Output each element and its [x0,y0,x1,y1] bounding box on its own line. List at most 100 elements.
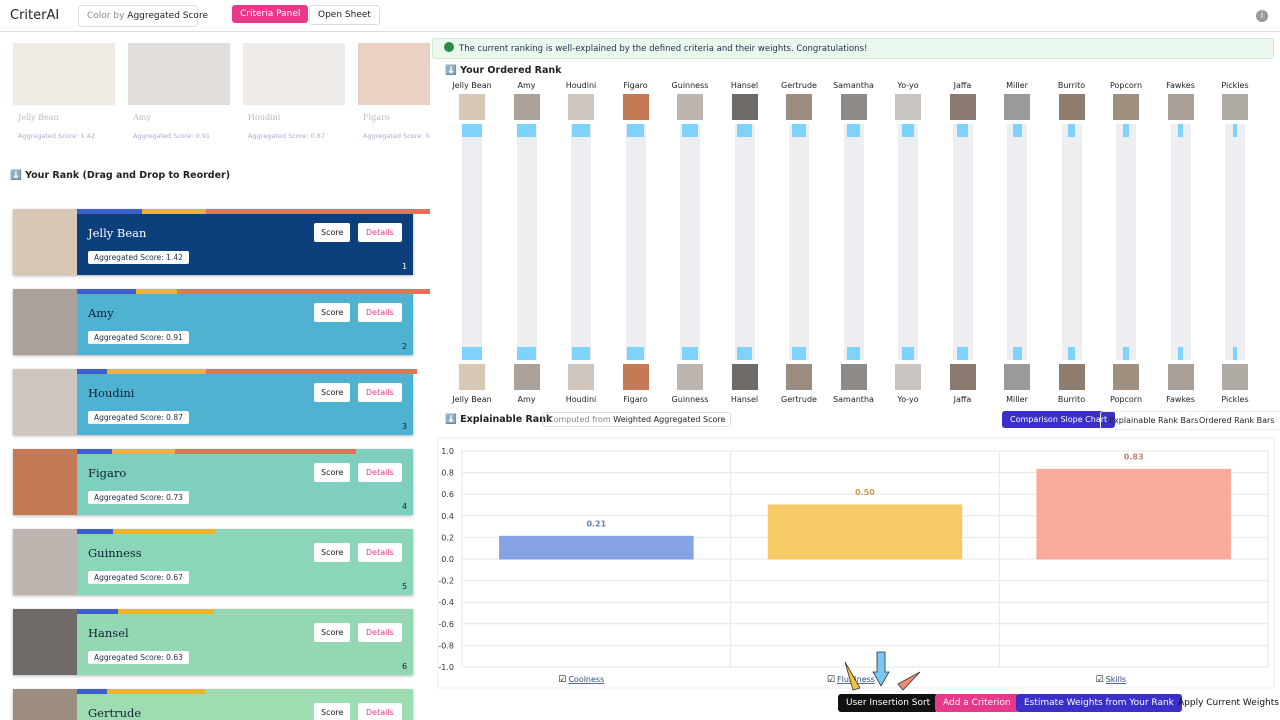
thumbnail [128,43,230,105]
thumbnail [840,364,867,390]
button[interactable]: Score [314,383,351,402]
rank-name: Pickles [1221,81,1249,90]
bar [1036,468,1231,560]
rank-marker [957,347,968,360]
gallery: Jelly Bean Aggregated Score: 1.42 Amy Aggre… [0,33,430,148]
rank-name: Amy [517,395,536,404]
legend-check[interactable]: ☑ [1096,675,1104,685]
track [625,124,646,360]
rank-name: Fawkes [1166,81,1195,90]
button[interactable]: Apply Current Weights [1178,698,1279,708]
rank-name: Burrito [1057,395,1086,404]
criteria-segment [77,369,107,374]
thumbnail [1004,364,1030,390]
thumbnail [358,43,430,105]
button[interactable]: Details [358,463,402,482]
rank-name: Miller [1006,81,1028,90]
thumbnail [459,94,485,120]
value: Weighted Aggregated Score [613,415,726,424]
rank-name: Houdini [565,81,597,90]
rank-name: Jelly Bean [452,81,492,90]
rank-marker [1067,124,1076,137]
rank-name: Miller [1006,395,1028,404]
y-tick-label: 0.6 [441,490,454,499]
button[interactable]: Score [314,223,351,242]
button[interactable]: Details [358,623,402,642]
button[interactable]: Score [314,543,351,562]
rank-number: 3 [402,422,408,431]
button[interactable]: Score [314,623,351,642]
button[interactable]: Score [314,703,351,720]
photo [13,209,77,275]
info-icon[interactable]: i [1256,10,1268,22]
legend-label[interactable]: Skills [1106,675,1127,684]
tab[interactable]: Comparison Slope Chart [1002,411,1116,428]
track [516,124,537,360]
rank-card[interactable]: Figaro Aggregated Score: 0.73 4 Score Detail… [13,449,413,515]
track [680,124,700,360]
card-name: Houdini [88,386,135,400]
criteria-segment [113,529,215,534]
legend-label[interactable]: Coolness [568,675,604,684]
gallery-name: Jelly Bean [18,113,59,122]
button[interactable]: Add a Criterion [935,694,1019,712]
card-name: Figaro [88,466,127,480]
tab[interactable]: Ordered Rank Bars [1190,411,1280,430]
button[interactable]: Score [314,463,351,482]
card-score: Aggregated Score: 1.42 [88,251,189,264]
rank-marker [682,347,698,360]
button[interactable]: Open Sheet [309,5,380,25]
track [1170,124,1191,360]
thumbnail [1058,94,1085,120]
rank-card[interactable]: Gertrude Score Details [13,689,413,720]
legend-label[interactable]: Fluffiness [837,675,875,684]
rank-card[interactable]: Guinness Aggregated Score: 0.67 5 Score Deta… [13,529,413,595]
rank-marker [1122,124,1130,137]
legend-check[interactable]: ☑ [827,675,835,685]
thumbnail [243,43,345,105]
chart-frame [437,437,1275,689]
rank-marker [902,347,914,360]
rank-card[interactable]: Hansel Aggregated Score: 0.63 6 Score Detail… [13,609,413,675]
thumbnail [1222,364,1248,390]
cursor-hint [844,651,921,691]
y-tick-label: -0.2 [438,577,454,586]
button[interactable]: Score [314,303,351,322]
track [1007,124,1027,360]
rank-card[interactable]: Houdini Aggregated Score: 0.87 3 Score Detai… [13,369,417,435]
track [734,124,755,360]
button[interactable]: Details [358,703,402,720]
bar [499,535,694,560]
rank-number: 4 [402,502,408,511]
rank-name: Amy [517,81,536,90]
rank-name: Gertrude [781,81,817,90]
button[interactable]: Details [358,383,402,402]
legend-check[interactable]: ☑ [558,675,566,685]
button[interactable]: Estimate Weights from Your Rank [1016,694,1182,712]
thumbnail [677,94,703,120]
top-bar: CriterAI Color by Aggregated Score Crite… [0,0,1280,32]
tab[interactable]: Explainable Rank Bars [1100,411,1208,430]
thumbnail [1167,94,1194,120]
rank-marker [627,347,644,360]
photo [13,609,77,675]
track [789,124,809,360]
rank-marker [1177,124,1184,137]
rank-card[interactable]: Jelly Bean Aggregated Score: 1.42 1 Score De… [13,209,430,275]
button[interactable]: Details [358,303,402,322]
button[interactable]: Criteria Panel [232,5,309,23]
criteria-segment [77,689,107,694]
rank-card[interactable]: Amy Aggregated Score: 0.91 2 Score Details [13,289,430,355]
color-by[interactable]: Color by Aggregated Score [78,5,208,27]
thumbnail [622,364,649,390]
rank-name: Pickles [1221,395,1249,404]
criteria-segment [77,449,112,454]
value-label: 0.50 [855,488,875,497]
criteria-segment [77,289,136,294]
card-name: Gertrude [88,706,142,720]
rank-marker [572,124,590,137]
button[interactable]: Details [358,223,402,242]
thumbnail [1058,364,1085,390]
button[interactable]: Details [358,543,402,562]
button[interactable]: User Insertion Sort [838,694,939,712]
